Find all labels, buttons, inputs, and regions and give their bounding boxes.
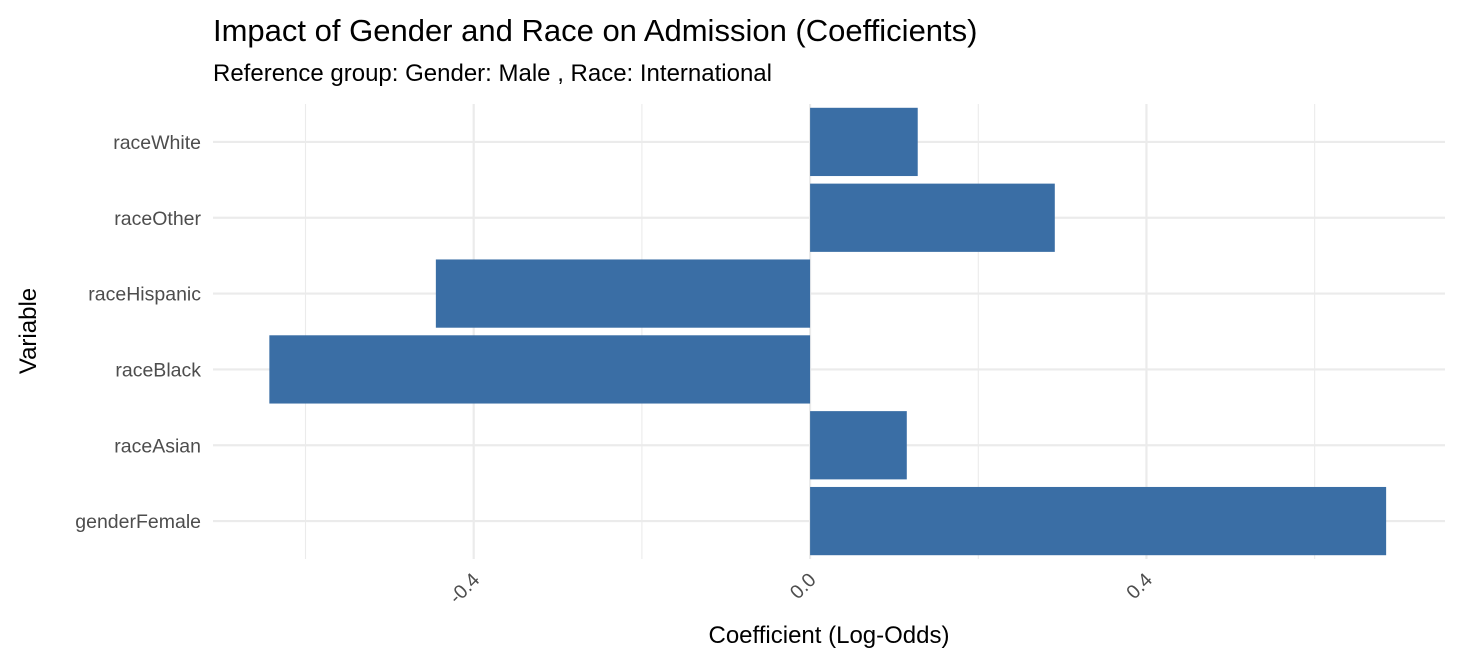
- x-axis-title: Coefficient (Log-Odds): [708, 622, 949, 649]
- y-axis-title: Variable: [15, 288, 42, 374]
- y-axis-tick-labels: genderFemale raceAsian raceBlack raceHispan…: [75, 132, 201, 533]
- y-tick-label: genderFemale: [75, 511, 201, 533]
- chart-subtitle: Reference group: Gender: Male , Race: In…: [213, 60, 772, 87]
- bar-raceBlack: [269, 335, 811, 404]
- y-tick-label: raceWhite: [113, 132, 201, 154]
- y-tick-label: raceBlack: [115, 359, 201, 381]
- x-tick-label: 0.4: [1122, 569, 1157, 604]
- x-axis-tick-labels: -0.4 0.0 0.4: [445, 569, 1157, 608]
- bars: [269, 107, 1387, 556]
- y-tick-label: raceOther: [114, 208, 201, 230]
- bar-raceWhite: [810, 107, 918, 177]
- x-tick-label: 0.0: [786, 569, 821, 604]
- y-tick-label: raceAsian: [114, 435, 201, 457]
- bar-genderFemale: [810, 486, 1387, 556]
- bar-raceHispanic: [435, 259, 811, 328]
- bar-raceAsian: [810, 411, 907, 480]
- x-tick-label: -0.4: [445, 569, 484, 608]
- plot-panel: [213, 104, 1445, 559]
- y-tick-label: raceHispanic: [88, 284, 201, 306]
- chart-title: Impact of Gender and Race on Admission (…: [213, 13, 977, 48]
- bar-raceOther: [810, 183, 1055, 252]
